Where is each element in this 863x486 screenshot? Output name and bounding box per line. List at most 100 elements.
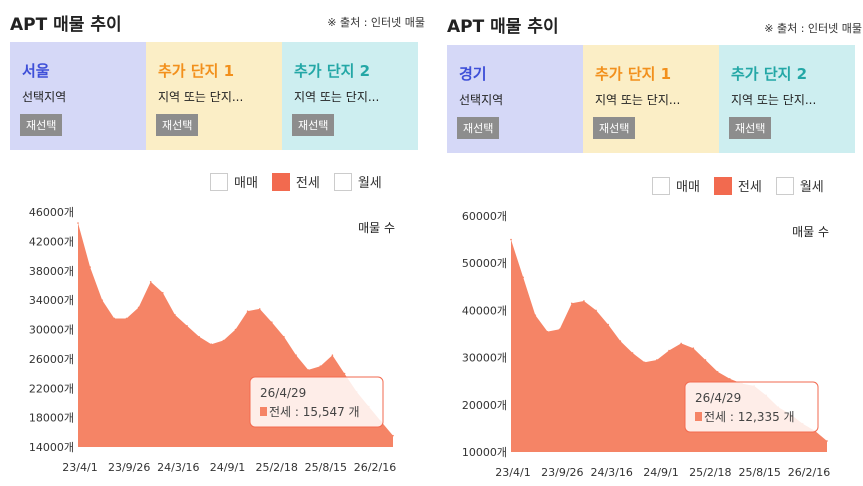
data-point xyxy=(619,340,622,342)
data-point xyxy=(534,314,537,316)
legend-jeonse[interactable]: 전세 xyxy=(713,176,762,195)
data-point xyxy=(631,352,634,354)
data-point xyxy=(558,328,561,331)
data-point xyxy=(595,309,597,312)
tooltip-date: 26/4/29 xyxy=(260,386,306,400)
y-tick-label: 50000개 xyxy=(462,257,507,270)
extra-complex-2-title: 추가 단지 2 xyxy=(294,62,371,80)
x-tick-label: 24/9/1 xyxy=(643,466,678,479)
data-point xyxy=(656,359,658,361)
x-tick-label: 26/2/16 xyxy=(354,461,396,474)
data-point xyxy=(113,317,116,320)
region-card[interactable]: 경기 선택지역 재선택 xyxy=(447,45,583,153)
data-point xyxy=(174,314,176,316)
source-note: ※ 출처 : 인터넷 매물 xyxy=(327,16,425,29)
data-point xyxy=(271,321,273,323)
checkbox-icon[interactable] xyxy=(713,176,732,195)
legend-label: 전세 xyxy=(295,176,320,191)
x-tick-label: 23/9/26 xyxy=(541,466,583,479)
extra-complex-2-card[interactable]: 추가 단지 2 지역 또는 단지... 재선택 xyxy=(719,45,855,153)
extra-complex-1-card[interactable]: 추가 단지 1 지역 또는 단지... 재선택 xyxy=(146,42,282,150)
data-point xyxy=(522,276,524,279)
data-point xyxy=(77,222,79,224)
extra-complex-2-title: 추가 단지 2 xyxy=(731,65,808,83)
tooltip-box xyxy=(249,376,384,428)
data-point xyxy=(186,325,188,327)
data-point xyxy=(162,291,164,294)
x-tick-label: 24/3/16 xyxy=(157,461,199,474)
reselect-button[interactable]: 재선택 xyxy=(20,114,63,136)
data-point xyxy=(210,343,213,345)
extra-complex-1-title: 추가 단지 1 xyxy=(158,62,235,80)
extra-complex-1-subtitle: 지역 또는 단지... xyxy=(595,93,681,107)
chart-legend: 매매 전세 월세 xyxy=(210,172,382,191)
data-point xyxy=(716,370,719,373)
checkbox-icon[interactable] xyxy=(652,176,670,195)
y-tick-label: 38000개 xyxy=(29,265,74,278)
data-point xyxy=(607,323,610,326)
y-tick-label: 40000개 xyxy=(462,304,507,317)
data-point xyxy=(692,347,695,349)
reselect-button[interactable]: 재선택 xyxy=(292,114,335,136)
data-point xyxy=(234,328,237,331)
legend-monthly[interactable]: 월세 xyxy=(333,172,382,191)
data-point xyxy=(343,372,346,375)
source-note: ※ 출처 : 인터넷 매물 xyxy=(764,22,862,35)
data-point xyxy=(149,280,152,283)
x-tick-label: 23/4/1 xyxy=(62,461,97,474)
x-tick-label: 26/2/16 xyxy=(788,466,830,479)
y-tick-label: 18000개 xyxy=(29,412,74,425)
checkbox-icon[interactable] xyxy=(775,176,794,195)
y-tick-label: 42000개 xyxy=(29,235,74,248)
data-point xyxy=(570,302,573,305)
data-point xyxy=(258,308,261,310)
data-point xyxy=(295,354,297,357)
x-tick-label: 25/2/18 xyxy=(255,461,297,474)
y-tick-label: 30000개 xyxy=(462,352,507,365)
reselect-button[interactable]: 재선택 xyxy=(457,117,500,139)
data-point xyxy=(198,336,200,338)
y-tick-label: 46000개 xyxy=(29,206,74,219)
x-tick-label: 25/8/15 xyxy=(738,466,780,479)
region-subtitle: 선택지역 xyxy=(22,90,67,104)
legend-sale[interactable]: 매매 xyxy=(652,176,700,195)
legend-sale[interactable]: 매매 xyxy=(210,172,258,191)
x-tick-label: 23/4/1 xyxy=(495,466,530,479)
x-tick-label: 24/9/1 xyxy=(210,461,245,474)
page-title: APT 매물 추이 xyxy=(447,17,559,37)
data-point xyxy=(101,299,104,301)
checkbox-icon[interactable] xyxy=(271,172,290,191)
y-tick-label: 22000개 xyxy=(29,382,74,395)
legend-monthly[interactable]: 월세 xyxy=(775,176,824,195)
reselect-button[interactable]: 재선택 xyxy=(156,114,199,136)
reselect-button[interactable]: 재선택 xyxy=(593,117,636,139)
data-point xyxy=(89,266,91,268)
extra-complex-2-card[interactable]: 추가 단지 2 지역 또는 단지... 재선택 xyxy=(282,42,418,150)
y-tick-label: 10000개 xyxy=(462,446,507,459)
data-point xyxy=(246,310,249,312)
y-axis-label: 매물 수 xyxy=(358,221,395,235)
data-point xyxy=(704,359,707,361)
data-point xyxy=(283,336,285,338)
y-tick-label: 20000개 xyxy=(462,399,507,412)
checkbox-icon[interactable] xyxy=(210,172,228,191)
extra-complex-1-card[interactable]: 추가 단지 1 지역 또는 단지... 재선택 xyxy=(583,45,719,153)
data-point xyxy=(392,434,394,437)
x-tick-label: 23/9/26 xyxy=(108,461,150,474)
reselect-button[interactable]: 재선택 xyxy=(729,117,772,139)
data-point xyxy=(319,365,322,368)
checkbox-icon[interactable] xyxy=(333,172,352,191)
y-axis-label: 매물 수 xyxy=(792,225,829,239)
extra-complex-2-subtitle: 지역 또는 단지... xyxy=(731,93,817,107)
legend-label: 매매 xyxy=(676,180,700,195)
selection-cards: 서울 선택지역 재선택 추가 단지 1 지역 또는 단지... 재선택 추가 단… xyxy=(10,42,418,150)
data-point xyxy=(546,330,549,333)
legend-label: 매매 xyxy=(234,176,258,191)
legend-jeonse[interactable]: 전세 xyxy=(271,172,320,191)
y-tick-label: 60000개 xyxy=(462,210,507,223)
data-point xyxy=(137,306,140,309)
region-card[interactable]: 서울 선택지역 재선택 xyxy=(10,42,146,150)
x-tick-label: 24/3/16 xyxy=(590,466,632,479)
legend-label: 월세 xyxy=(357,176,382,191)
data-point xyxy=(826,440,828,442)
